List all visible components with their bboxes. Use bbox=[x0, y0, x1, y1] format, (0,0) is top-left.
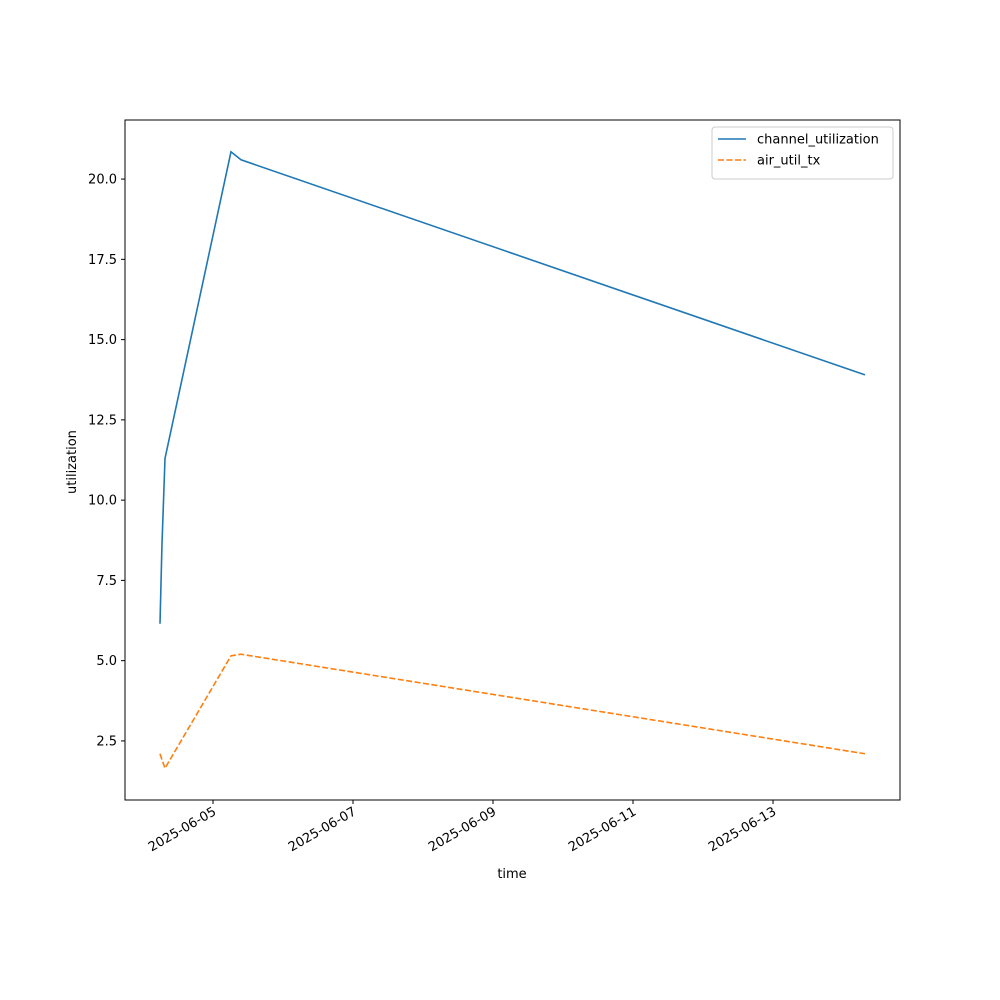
y-tick-label: 20.0 bbox=[88, 173, 117, 188]
x-tick-label: 2025-06-11 bbox=[566, 804, 639, 855]
x-tick-label: 2025-06-05 bbox=[146, 804, 219, 855]
y-axis-label: utilization bbox=[65, 430, 80, 494]
legend-label: air_util_tx bbox=[757, 154, 821, 169]
x-tick-label: 2025-06-09 bbox=[426, 804, 499, 855]
y-tick-label: 7.5 bbox=[96, 574, 117, 589]
x-axis-label: time bbox=[497, 867, 526, 882]
legend: channel_utilization air_util_tx bbox=[711, 126, 894, 180]
plot-frame bbox=[124, 119, 901, 801]
legend-label: channel_utilization bbox=[757, 133, 879, 148]
y-tick-label: 12.5 bbox=[88, 413, 117, 428]
y-tick-label: 17.5 bbox=[88, 253, 117, 268]
legend-box bbox=[711, 126, 894, 180]
line-series bbox=[159, 653, 866, 771]
x-tick-label: 2025-06-13 bbox=[706, 804, 779, 855]
line-series bbox=[159, 150, 866, 624]
y-tick-label: 10.0 bbox=[88, 494, 117, 509]
y-tick-label: 2.5 bbox=[96, 734, 117, 749]
x-tick-label: 2025-06-07 bbox=[286, 804, 359, 855]
y-tick-label: 15.0 bbox=[88, 333, 117, 348]
y-tick-label: 5.0 bbox=[96, 654, 117, 669]
